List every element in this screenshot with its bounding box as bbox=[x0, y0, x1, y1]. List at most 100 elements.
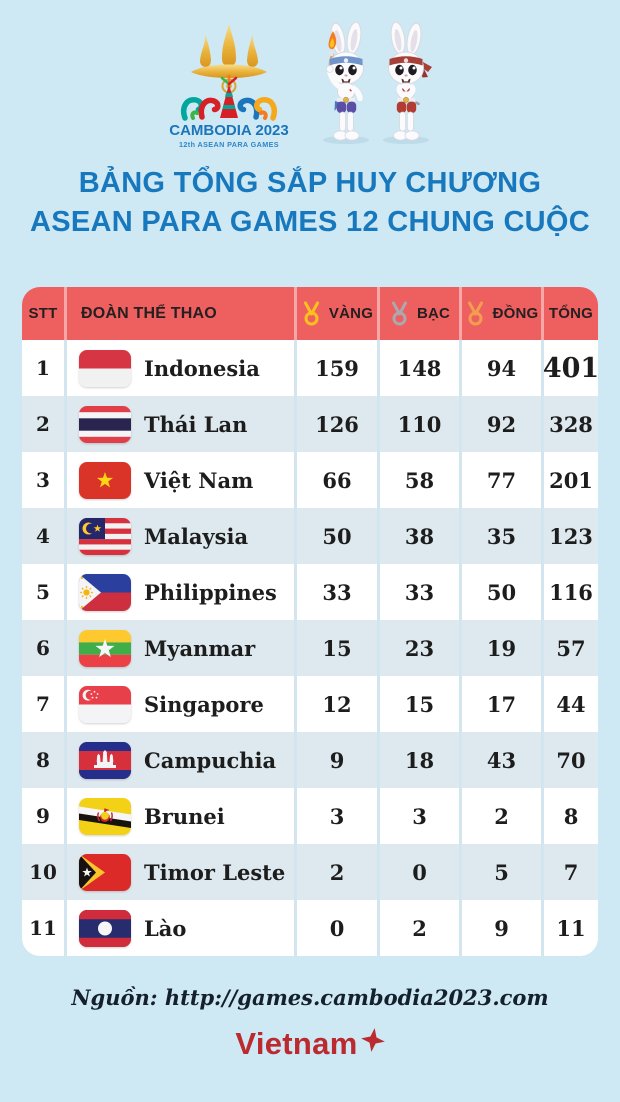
table-row: 11 Lào 0 2 9 11 bbox=[22, 900, 598, 956]
page-title-line1: BẢNG TỔNG SẮP HUY CHƯƠNG bbox=[78, 167, 542, 199]
gold-count: 2 bbox=[294, 844, 377, 900]
logo-title: CAMBODIA 2023 bbox=[169, 122, 288, 139]
gold-count: 3 bbox=[294, 788, 377, 844]
team-name: Thái Lan bbox=[144, 411, 248, 437]
flag-malaysia-icon bbox=[79, 517, 131, 555]
flag-myanmar-icon bbox=[79, 629, 131, 667]
table-row: 6 Myanmar 15 23 19 57 bbox=[22, 620, 598, 676]
rank-cell: 2 bbox=[36, 412, 50, 436]
silver-count: 33 bbox=[377, 564, 459, 620]
team-cell: Lào bbox=[64, 900, 294, 956]
team-name: Philippines bbox=[144, 579, 277, 605]
team-name: Lào bbox=[144, 915, 187, 941]
table-row: 9 Brunei 3 3 2 8 bbox=[22, 788, 598, 844]
rank-cell: 8 bbox=[36, 748, 50, 772]
bronze-count: 5 bbox=[459, 844, 541, 900]
logo-subtitle: 12th ASEAN PARA GAMES bbox=[179, 140, 279, 149]
flag-indonesia-icon bbox=[79, 349, 131, 387]
page-title-line2: ASEAN PARA GAMES 12 CHUNG CUỘC bbox=[29, 206, 591, 238]
silver-count: 3 bbox=[377, 788, 459, 844]
silver-count: 18 bbox=[377, 732, 459, 788]
flag-vietnam-icon bbox=[79, 461, 131, 499]
team-cell: Việt Nam bbox=[64, 452, 294, 508]
team-cell: Indonesia bbox=[64, 340, 294, 396]
rank-cell: 3 bbox=[36, 468, 50, 492]
hero-graphics: CAMBODIA 2023 12th ASEAN PARA GAMES bbox=[0, 0, 620, 152]
rank-cell: 11 bbox=[29, 916, 57, 940]
team-cell: Myanmar bbox=[64, 620, 294, 676]
flag-cambodia-icon bbox=[79, 741, 131, 779]
table-row: 2 Thái Lan 126 110 92 328 bbox=[22, 396, 598, 452]
table-row: 5 Philippines 33 33 50 116 bbox=[22, 564, 598, 620]
table-header: STT ĐOÀN THỂ THAO VÀNG BẠC bbox=[22, 287, 598, 340]
bronze-count: 43 bbox=[459, 732, 541, 788]
vietnamplus-logo: Vietnam bbox=[0, 1026, 620, 1062]
gold-count: 66 bbox=[294, 452, 377, 508]
header-bronze: ĐỒNG bbox=[459, 287, 541, 340]
silver-count: 15 bbox=[377, 676, 459, 732]
total-count: 70 bbox=[541, 732, 598, 788]
total-count: 328 bbox=[541, 396, 598, 452]
total-count: 44 bbox=[541, 676, 598, 732]
team-cell: Timor Leste bbox=[64, 844, 294, 900]
source-credit: Nguồn: http://games.cambodia2023.com bbox=[71, 985, 549, 1010]
rank-cell: 1 bbox=[36, 356, 50, 380]
gold-count: 33 bbox=[294, 564, 377, 620]
header-gold: VÀNG bbox=[294, 287, 377, 340]
team-cell: Singapore bbox=[64, 676, 294, 732]
team-name: Myanmar bbox=[144, 635, 256, 661]
bronze-count: 77 bbox=[459, 452, 541, 508]
team-cell: Brunei bbox=[64, 788, 294, 844]
total-count: 201 bbox=[541, 452, 598, 508]
rank-cell: 6 bbox=[36, 636, 50, 660]
table-row: 4 Malaysia 50 38 35 123 bbox=[22, 508, 598, 564]
gold-count: 12 bbox=[294, 676, 377, 732]
total-count: 7 bbox=[541, 844, 598, 900]
header-team: ĐOÀN THỂ THAO bbox=[64, 287, 294, 340]
flag-laos-icon bbox=[79, 909, 131, 947]
page-title: BẢNG TỔNG SẮP HUY CHƯƠNG ASEAN PARA GAME… bbox=[0, 164, 620, 242]
total-count: 8 bbox=[541, 788, 598, 844]
team-name: Timor Leste bbox=[144, 859, 286, 885]
team-cell: Philippines bbox=[64, 564, 294, 620]
center-spire bbox=[220, 84, 238, 118]
bronze-count: 9 bbox=[459, 900, 541, 956]
rank-cell: 10 bbox=[29, 860, 57, 884]
team-name: Indonesia bbox=[144, 355, 260, 381]
rank-cell: 4 bbox=[36, 524, 50, 548]
header-bronze-label: ĐỒNG bbox=[492, 305, 539, 322]
team-name: Brunei bbox=[144, 803, 225, 829]
flag-timor-leste-icon bbox=[79, 853, 131, 891]
rank-cell: 7 bbox=[36, 692, 50, 716]
bronze-count: 35 bbox=[459, 508, 541, 564]
crown-icon bbox=[191, 24, 267, 94]
table-row: 10 Timor Leste 2 0 5 7 bbox=[22, 844, 598, 900]
medal-table: STT ĐOÀN THỂ THAO VÀNG BẠC bbox=[22, 287, 598, 956]
naga-swirls-icon bbox=[181, 74, 277, 121]
bronze-medal-icon bbox=[467, 301, 483, 325]
mascot-rabbit-blue bbox=[323, 21, 369, 144]
silver-count: 58 bbox=[377, 452, 459, 508]
flag-brunei-icon bbox=[79, 797, 131, 835]
gold-count: 159 bbox=[294, 340, 377, 396]
total-count: 57 bbox=[541, 620, 598, 676]
bronze-count: 50 bbox=[459, 564, 541, 620]
silver-count: 110 bbox=[377, 396, 459, 452]
team-name: Việt Nam bbox=[144, 467, 254, 493]
table-row: 7 Singapore 12 15 17 44 bbox=[22, 676, 598, 732]
header-silver-label: BẠC bbox=[416, 305, 451, 322]
gold-medal-icon bbox=[303, 301, 319, 325]
bronze-count: 17 bbox=[459, 676, 541, 732]
mascot-rabbit-red bbox=[383, 21, 432, 144]
silver-count: 148 bbox=[377, 340, 459, 396]
gold-count: 9 bbox=[294, 732, 377, 788]
mascots-illustration bbox=[323, 21, 432, 144]
flag-singapore-icon bbox=[79, 685, 131, 723]
total-count: 123 bbox=[541, 508, 598, 564]
rank-cell: 9 bbox=[36, 804, 50, 828]
total-count: 116 bbox=[541, 564, 598, 620]
flag-philippines-icon bbox=[79, 573, 131, 611]
silver-count: 23 bbox=[377, 620, 459, 676]
silver-medal-icon bbox=[391, 301, 407, 325]
